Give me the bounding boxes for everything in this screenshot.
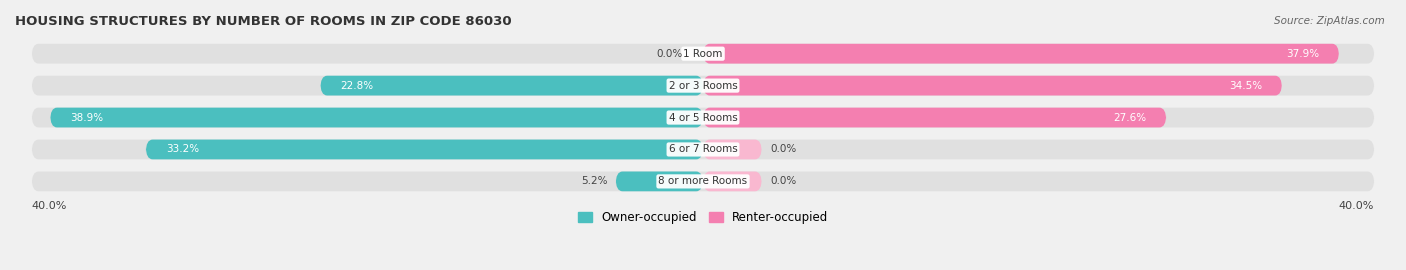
- FancyBboxPatch shape: [51, 108, 703, 127]
- Text: 40.0%: 40.0%: [32, 201, 67, 211]
- FancyBboxPatch shape: [703, 108, 1166, 127]
- Text: 1 Room: 1 Room: [683, 49, 723, 59]
- FancyBboxPatch shape: [321, 76, 703, 96]
- FancyBboxPatch shape: [32, 171, 1374, 191]
- Text: 0.0%: 0.0%: [770, 144, 796, 154]
- Text: 34.5%: 34.5%: [1229, 81, 1261, 91]
- FancyBboxPatch shape: [703, 171, 762, 191]
- Text: 33.2%: 33.2%: [166, 144, 200, 154]
- FancyBboxPatch shape: [32, 108, 1374, 127]
- FancyBboxPatch shape: [32, 140, 1374, 159]
- Text: 40.0%: 40.0%: [1339, 201, 1374, 211]
- Text: HOUSING STRUCTURES BY NUMBER OF ROOMS IN ZIP CODE 86030: HOUSING STRUCTURES BY NUMBER OF ROOMS IN…: [15, 15, 512, 28]
- Text: 6 or 7 Rooms: 6 or 7 Rooms: [669, 144, 737, 154]
- Text: 4 or 5 Rooms: 4 or 5 Rooms: [669, 113, 737, 123]
- FancyBboxPatch shape: [703, 140, 762, 159]
- Text: 0.0%: 0.0%: [657, 49, 683, 59]
- Text: 2 or 3 Rooms: 2 or 3 Rooms: [669, 81, 737, 91]
- FancyBboxPatch shape: [616, 171, 703, 191]
- Text: 38.9%: 38.9%: [70, 113, 104, 123]
- Text: 22.8%: 22.8%: [340, 81, 374, 91]
- FancyBboxPatch shape: [703, 44, 1339, 63]
- FancyBboxPatch shape: [703, 76, 1282, 96]
- FancyBboxPatch shape: [32, 76, 1374, 96]
- Text: 0.0%: 0.0%: [770, 176, 796, 186]
- FancyBboxPatch shape: [146, 140, 703, 159]
- Text: 5.2%: 5.2%: [581, 176, 607, 186]
- Text: 37.9%: 37.9%: [1285, 49, 1319, 59]
- Text: 27.6%: 27.6%: [1114, 113, 1146, 123]
- Text: 8 or more Rooms: 8 or more Rooms: [658, 176, 748, 186]
- Legend: Owner-occupied, Renter-occupied: Owner-occupied, Renter-occupied: [572, 207, 834, 229]
- FancyBboxPatch shape: [32, 44, 1374, 63]
- Text: Source: ZipAtlas.com: Source: ZipAtlas.com: [1274, 16, 1385, 26]
